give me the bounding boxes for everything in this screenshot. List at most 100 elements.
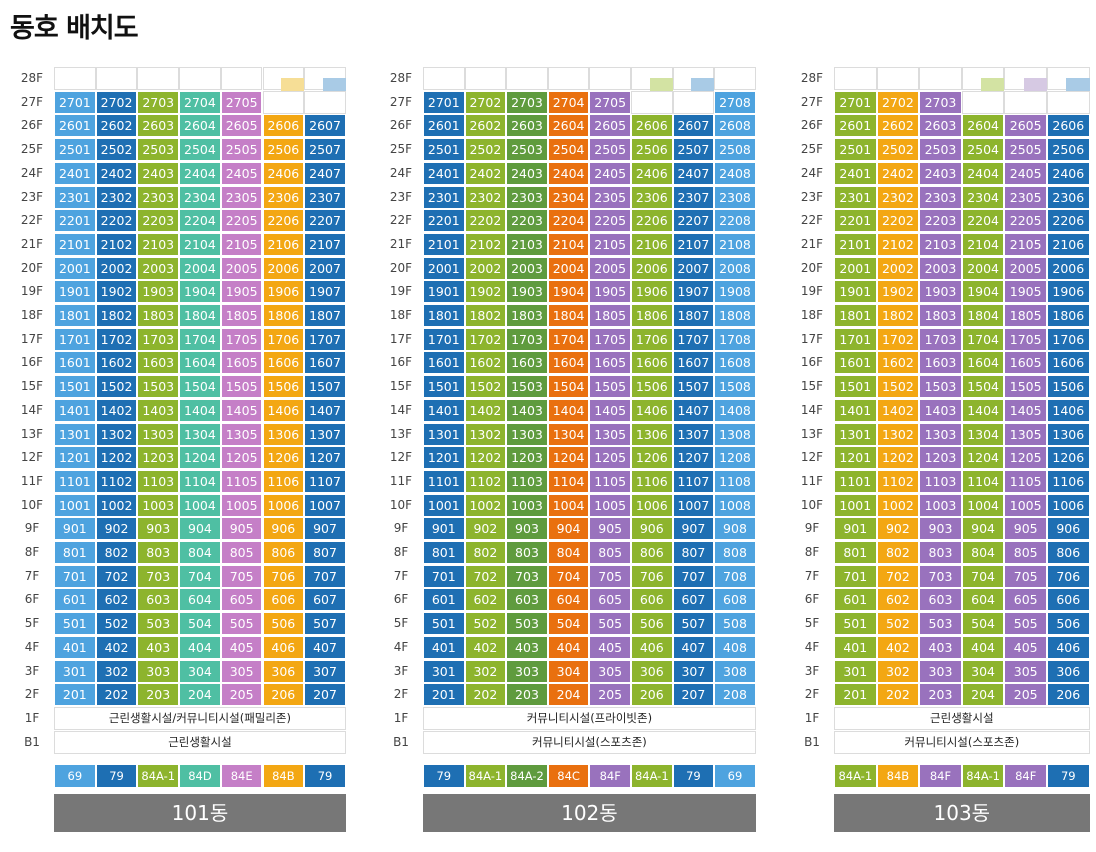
unit-cell[interactable]: 1804 bbox=[961, 304, 1005, 327]
unit-cell[interactable]: 2705 bbox=[589, 90, 631, 114]
unit-cell[interactable]: 906 bbox=[262, 517, 305, 541]
unit-cell[interactable]: 2604 bbox=[961, 114, 1005, 138]
unit-cell[interactable]: 205 bbox=[220, 683, 263, 707]
unit-cell[interactable]: 202 bbox=[876, 683, 920, 707]
unit-cell[interactable]: 406 bbox=[262, 635, 305, 659]
unit-cell[interactable]: 306 bbox=[631, 659, 673, 683]
unit-cell[interactable]: 304 bbox=[961, 659, 1005, 683]
unit-cell[interactable]: 2601 bbox=[423, 114, 465, 138]
unit-cell[interactable]: 2101 bbox=[54, 232, 96, 256]
unit-cell[interactable]: 1104 bbox=[961, 469, 1005, 493]
unit-cell[interactable]: 1904 bbox=[547, 280, 590, 304]
unit-cell[interactable]: 1006 bbox=[1047, 493, 1090, 517]
unit-cell[interactable]: 306 bbox=[262, 659, 305, 683]
unit-cell[interactable]: 702 bbox=[464, 564, 507, 588]
unit-cell[interactable]: 602 bbox=[95, 588, 138, 612]
unit-cell[interactable]: 1801 bbox=[54, 304, 96, 327]
unit-cell[interactable]: 2403 bbox=[919, 161, 962, 185]
unit-cell[interactable]: 2502 bbox=[876, 138, 920, 162]
unit-cell[interactable]: 1502 bbox=[464, 375, 507, 399]
unit-cell[interactable]: 2404 bbox=[179, 161, 221, 185]
unit-cell[interactable]: 1001 bbox=[834, 493, 877, 517]
unit-cell[interactable]: 1603 bbox=[919, 351, 962, 375]
unit-cell[interactable]: 2401 bbox=[54, 161, 96, 185]
unit-cell[interactable]: 703 bbox=[506, 564, 548, 588]
unit-cell[interactable]: 1404 bbox=[179, 398, 221, 422]
unit-cell[interactable]: 601 bbox=[54, 588, 96, 612]
unit-cell[interactable]: 903 bbox=[506, 517, 548, 541]
unit-cell[interactable]: 2306 bbox=[262, 185, 305, 209]
unit-cell[interactable]: 401 bbox=[834, 635, 877, 659]
unit-cell[interactable]: 1901 bbox=[834, 280, 877, 304]
unit-cell[interactable]: 1606 bbox=[1047, 351, 1090, 375]
unit-cell[interactable]: 2302 bbox=[876, 185, 920, 209]
unit-cell[interactable]: 2606 bbox=[631, 114, 673, 138]
unit-cell[interactable]: 1305 bbox=[220, 422, 263, 446]
unit-cell[interactable]: 2102 bbox=[95, 232, 138, 256]
unit-cell[interactable]: 504 bbox=[179, 612, 221, 636]
unit-cell[interactable]: 2307 bbox=[672, 185, 715, 209]
unit-cell[interactable]: 1104 bbox=[547, 469, 590, 493]
unit-cell[interactable]: 505 bbox=[220, 612, 263, 636]
unit-cell[interactable]: 1305 bbox=[1004, 422, 1047, 446]
unit-cell[interactable]: 907 bbox=[304, 517, 346, 541]
unit-cell[interactable]: 1503 bbox=[137, 375, 180, 399]
unit-cell[interactable]: 2007 bbox=[672, 256, 715, 280]
unit-cell[interactable]: 1304 bbox=[961, 422, 1005, 446]
unit-cell[interactable]: 1803 bbox=[137, 304, 180, 327]
unit-cell[interactable]: 2504 bbox=[179, 138, 221, 162]
unit-cell[interactable]: 806 bbox=[262, 541, 305, 564]
unit-cell[interactable]: 2104 bbox=[179, 232, 221, 256]
unit-cell[interactable]: 1202 bbox=[464, 446, 507, 470]
unit-cell[interactable]: 1205 bbox=[589, 446, 631, 470]
unit-cell[interactable]: 1804 bbox=[179, 304, 221, 327]
unit-cell[interactable]: 905 bbox=[220, 517, 263, 541]
unit-cell[interactable]: 2205 bbox=[589, 209, 631, 233]
unit-cell[interactable]: 707 bbox=[672, 564, 715, 588]
unit-cell[interactable]: 1806 bbox=[262, 304, 305, 327]
unit-cell[interactable]: 1403 bbox=[506, 398, 548, 422]
unit-cell[interactable]: 2701 bbox=[423, 90, 465, 114]
unit-cell[interactable]: 906 bbox=[631, 517, 673, 541]
unit-cell[interactable]: 1105 bbox=[220, 469, 263, 493]
unit-cell[interactable]: 1201 bbox=[423, 446, 465, 470]
unit-cell[interactable]: 1705 bbox=[589, 327, 631, 351]
unit-cell[interactable]: 2101 bbox=[423, 232, 465, 256]
unit-cell[interactable]: 2303 bbox=[919, 185, 962, 209]
unit-cell[interactable]: 1203 bbox=[137, 446, 180, 470]
unit-cell[interactable]: 1103 bbox=[506, 469, 548, 493]
unit-cell[interactable]: 1505 bbox=[589, 375, 631, 399]
unit-cell[interactable]: 1906 bbox=[262, 280, 305, 304]
unit-cell[interactable]: 706 bbox=[262, 564, 305, 588]
unit-cell[interactable]: 903 bbox=[137, 517, 180, 541]
unit-cell[interactable]: 2207 bbox=[304, 209, 346, 233]
unit-cell[interactable]: 704 bbox=[179, 564, 221, 588]
unit-cell[interactable]: 807 bbox=[304, 541, 346, 564]
unit-cell[interactable]: 703 bbox=[919, 564, 962, 588]
unit-cell[interactable]: 1602 bbox=[876, 351, 920, 375]
unit-cell[interactable]: 407 bbox=[304, 635, 346, 659]
unit-cell[interactable]: 204 bbox=[961, 683, 1005, 707]
unit-cell[interactable]: 902 bbox=[95, 517, 138, 541]
unit-cell[interactable]: 301 bbox=[54, 659, 96, 683]
unit-cell[interactable]: 1401 bbox=[834, 398, 877, 422]
unit-cell[interactable]: 1707 bbox=[672, 327, 715, 351]
unit-cell[interactable]: 604 bbox=[547, 588, 590, 612]
unit-cell[interactable]: 2005 bbox=[589, 256, 631, 280]
unit-cell[interactable]: 403 bbox=[919, 635, 962, 659]
unit-cell[interactable]: 1106 bbox=[1047, 469, 1090, 493]
unit-cell[interactable]: 2301 bbox=[54, 185, 96, 209]
unit-cell[interactable]: 2004 bbox=[547, 256, 590, 280]
unit-cell[interactable]: 804 bbox=[547, 541, 590, 564]
unit-cell[interactable]: 503 bbox=[506, 612, 548, 636]
unit-cell[interactable]: 1401 bbox=[54, 398, 96, 422]
unit-cell[interactable]: 1005 bbox=[220, 493, 263, 517]
unit-cell[interactable]: 2605 bbox=[589, 114, 631, 138]
unit-cell[interactable]: 1504 bbox=[547, 375, 590, 399]
unit-cell[interactable]: 403 bbox=[137, 635, 180, 659]
unit-cell[interactable]: 1008 bbox=[714, 493, 756, 517]
unit-cell[interactable]: 1308 bbox=[714, 422, 756, 446]
unit-cell[interactable]: 1006 bbox=[262, 493, 305, 517]
unit-cell[interactable]: 2204 bbox=[961, 209, 1005, 233]
unit-cell[interactable]: 2008 bbox=[714, 256, 756, 280]
